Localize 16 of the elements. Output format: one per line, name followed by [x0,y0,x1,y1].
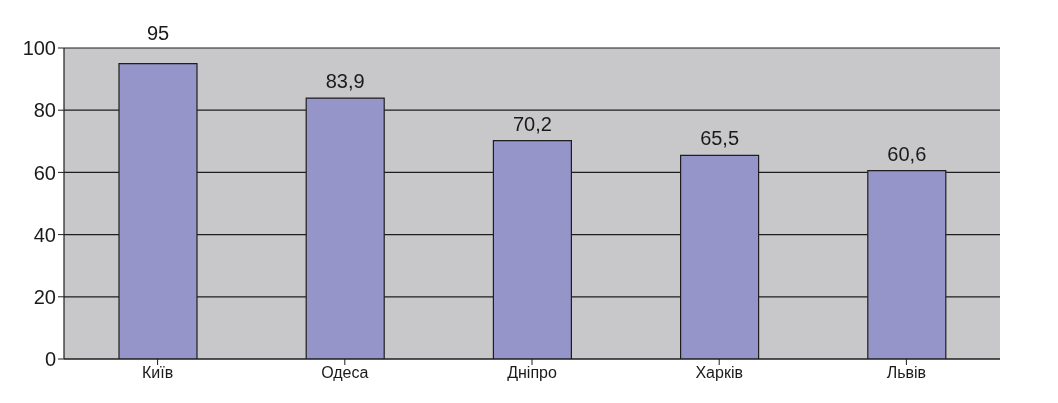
data-label: 60,6 [887,142,927,165]
y-tick-label: 80 [33,99,56,122]
y-tick-label: 20 [33,285,56,308]
x-tick-label: Дніпро [507,364,557,382]
x-tick-label: Львів [886,364,927,382]
data-label: 65,5 [700,127,740,150]
data-label: 83,9 [325,70,365,93]
y-tick-label: 100 [22,37,56,60]
y-tick-label: 40 [33,223,56,246]
x-tick-label: Київ [142,364,174,382]
x-tick-label: Харків [695,364,743,382]
y-tick-label: 60 [33,161,56,184]
data-label: 70,2 [512,112,552,135]
data-label: 95 [146,22,170,44]
y-tick-label: 0 [44,348,56,371]
x-tick-label: Одеса [321,364,369,382]
